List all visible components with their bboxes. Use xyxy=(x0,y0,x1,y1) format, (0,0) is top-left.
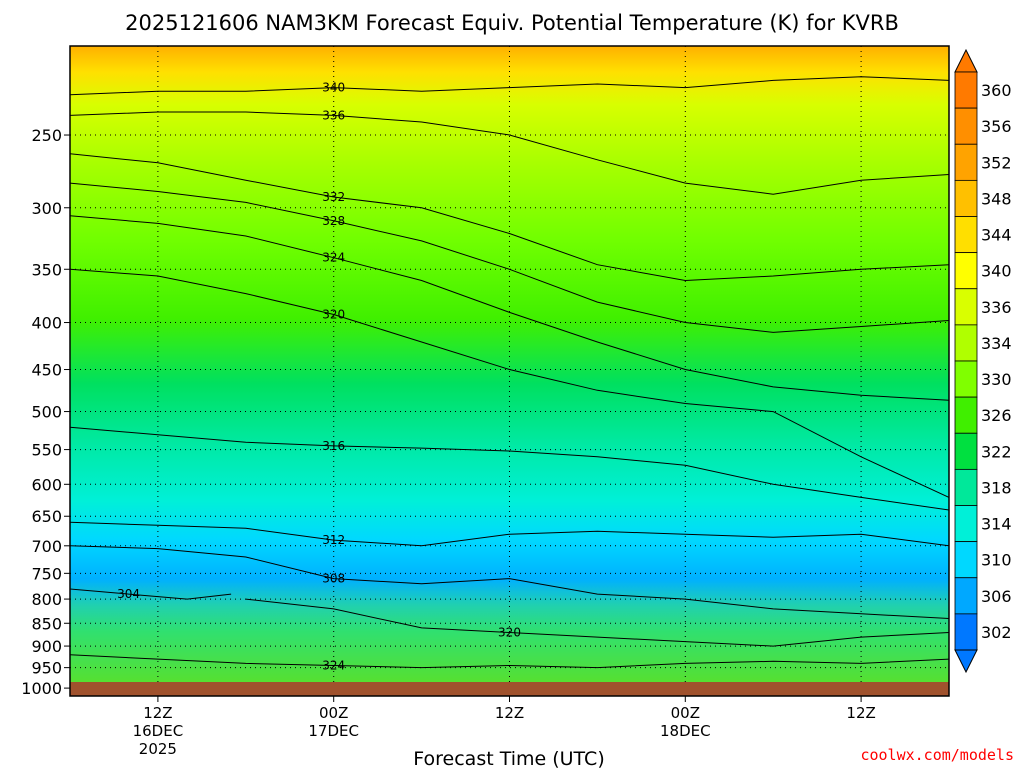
x-tick-label: 17DEC xyxy=(308,722,359,740)
colorbar-label: 356 xyxy=(981,117,1012,136)
colorbar-swatch xyxy=(954,324,978,362)
colorbar-label: 334 xyxy=(981,334,1012,353)
y-tick-label: 350 xyxy=(31,260,62,279)
colorbar-label: 344 xyxy=(981,226,1012,245)
x-tick-label: 12Z xyxy=(495,704,524,722)
colorbar-swatch xyxy=(954,71,978,109)
y-tick-label: 900 xyxy=(31,637,62,656)
colorbar-swatch xyxy=(954,179,978,217)
y-tick-label: 650 xyxy=(31,507,62,526)
chart-title: 2025121606 NAM3KM Forecast Equiv. Potent… xyxy=(125,11,899,35)
contour-line-308 xyxy=(70,545,949,619)
contour-line-336 xyxy=(70,111,949,195)
contour-label: 328 xyxy=(322,214,345,228)
x-tick-label: 00Z xyxy=(319,704,348,722)
colorbar-label: 322 xyxy=(981,442,1012,461)
contour-line-320 xyxy=(70,268,949,498)
colorbar-swatch xyxy=(954,216,978,254)
contour-label: 324 xyxy=(322,659,345,673)
colorbar-label: 302 xyxy=(981,623,1012,642)
contour-label: 340 xyxy=(322,81,345,95)
contour-line-304 xyxy=(70,588,232,600)
colorbar-swatch xyxy=(954,396,978,434)
y-tick-label: 950 xyxy=(31,659,62,678)
credit-text: coolwx.com/models xyxy=(860,746,1014,764)
colorbar: 360 356 352 348 344 340 336 334 330 326 322 318 314 3… xyxy=(954,48,1012,674)
colorbar-swatch xyxy=(954,577,978,615)
colorbar-swatch xyxy=(954,541,978,579)
colorbar-swatch xyxy=(954,288,978,326)
y-tick-label: 800 xyxy=(31,590,62,609)
contour-label: 304 xyxy=(117,587,140,601)
contour-line-316 xyxy=(70,426,949,511)
colorbar-swatch xyxy=(954,143,978,181)
colorbar-label: 314 xyxy=(981,515,1012,534)
contour-line-332 xyxy=(70,153,949,282)
colorbar-label: 352 xyxy=(981,153,1012,172)
y-axis: 250 300 350 400 450 500 550 600 650 700 750 800 850 9… xyxy=(21,126,70,698)
x-tick-label: 18DEC xyxy=(660,722,711,740)
colorbar-swatch xyxy=(954,252,978,290)
ground-band xyxy=(70,682,949,696)
colorbar-label: 340 xyxy=(981,262,1012,281)
y-tick-label: 750 xyxy=(31,564,62,583)
y-tick-label: 500 xyxy=(31,403,62,422)
contour-line-320 xyxy=(245,598,949,647)
contour-line-340 xyxy=(70,76,949,96)
y-tick-label: 1000 xyxy=(21,679,62,698)
contour-label: 324 xyxy=(322,251,345,265)
x-axis-label: Forecast Time (UTC) xyxy=(413,748,604,768)
colorbar-label: 318 xyxy=(981,478,1012,497)
colorbar-label: 360 xyxy=(981,81,1012,100)
colorbar-swatch xyxy=(954,468,978,506)
contour-line-324 xyxy=(70,215,949,401)
colorbar-swatch xyxy=(954,613,978,651)
y-tick-label: 550 xyxy=(31,441,62,460)
x-tick-label: 12Z xyxy=(143,704,172,722)
colorbar-label: 310 xyxy=(981,551,1012,570)
colorbar-label: 336 xyxy=(981,298,1012,317)
contour-line-312 xyxy=(70,521,949,547)
contour-line-324 xyxy=(70,654,949,669)
y-tick-label: 850 xyxy=(31,614,62,633)
x-tick-label: 12Z xyxy=(846,704,875,722)
y-tick-label: 300 xyxy=(31,199,62,218)
y-tick-label: 250 xyxy=(31,126,62,145)
x-tick-label: 00Z xyxy=(671,704,700,722)
plot-area: 340 336 332 328 324 320 316 312 308 304 320 324 xyxy=(69,45,950,697)
colorbar-swatch xyxy=(954,360,978,398)
contour-label: 332 xyxy=(322,190,345,204)
contour-label: 312 xyxy=(322,533,345,547)
y-tick-label: 400 xyxy=(31,314,62,333)
y-tick-label: 600 xyxy=(31,475,62,494)
contour-label: 320 xyxy=(498,626,521,640)
colorbar-bottom-arrow xyxy=(954,649,978,674)
colorbar-label: 330 xyxy=(981,370,1012,389)
colorbar-label: 306 xyxy=(981,587,1012,606)
grid-lines xyxy=(70,46,949,696)
colorbar-swatch xyxy=(954,432,978,470)
y-tick-label: 700 xyxy=(31,537,62,556)
contour-label: 316 xyxy=(322,439,345,453)
colorbar-top-arrow xyxy=(954,48,978,73)
contour-label: 308 xyxy=(322,572,345,586)
x-tick-label: 16DEC xyxy=(133,722,184,740)
colorbar-swatch xyxy=(954,107,978,145)
colorbar-label: 326 xyxy=(981,406,1012,425)
colorbar-label: 348 xyxy=(981,189,1012,208)
contour-label: 336 xyxy=(322,108,345,122)
contour-line-328 xyxy=(70,182,949,333)
contour-lines: 340 336 332 328 324 320 316 312 308 304 320 324 xyxy=(70,76,949,673)
colorbar-swatch xyxy=(954,505,978,543)
contour-label: 320 xyxy=(322,307,345,321)
x-tick-label: 2025 xyxy=(139,740,177,758)
y-tick-label: 450 xyxy=(31,361,62,380)
